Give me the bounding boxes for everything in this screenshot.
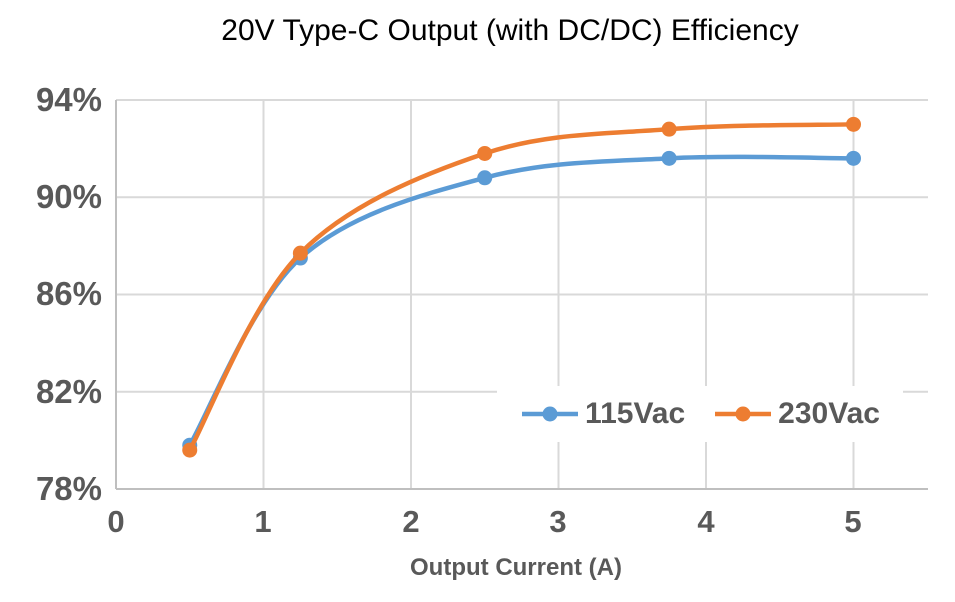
chart-title: 20V Type-C Output (with DC/DC) Efficienc… (221, 14, 799, 47)
x-axis-title: Output Current (A) (410, 554, 622, 581)
x-axis-tick-label: 2 (402, 504, 420, 539)
legend-item-230vac: 230Vac (713, 397, 880, 431)
legend-label: 230Vac (778, 397, 880, 430)
x-axis-tick-label: 4 (697, 504, 715, 539)
y-axis-tick-label: 82% (35, 373, 102, 410)
y-axis-tick-label: 94% (35, 81, 102, 118)
x-axis-tick-label: 1 (254, 504, 272, 539)
legend: 115Vac 230Vac (497, 386, 903, 442)
y-axis-tick-label: 86% (35, 275, 102, 312)
legend-label: 115Vac (585, 397, 686, 430)
legend-item-115vac: 115Vac (520, 397, 685, 431)
x-axis-tick-label: 0 (107, 504, 125, 539)
y-axis-tick-label: 78% (35, 470, 102, 507)
legend-line-marker-icon (715, 406, 772, 422)
x-axis-tick-label: 5 (844, 504, 862, 539)
x-axis-tick-label: 3 (549, 504, 567, 539)
y-axis-tick-label: 90% (35, 178, 102, 215)
legend-line-marker-icon (522, 406, 579, 422)
